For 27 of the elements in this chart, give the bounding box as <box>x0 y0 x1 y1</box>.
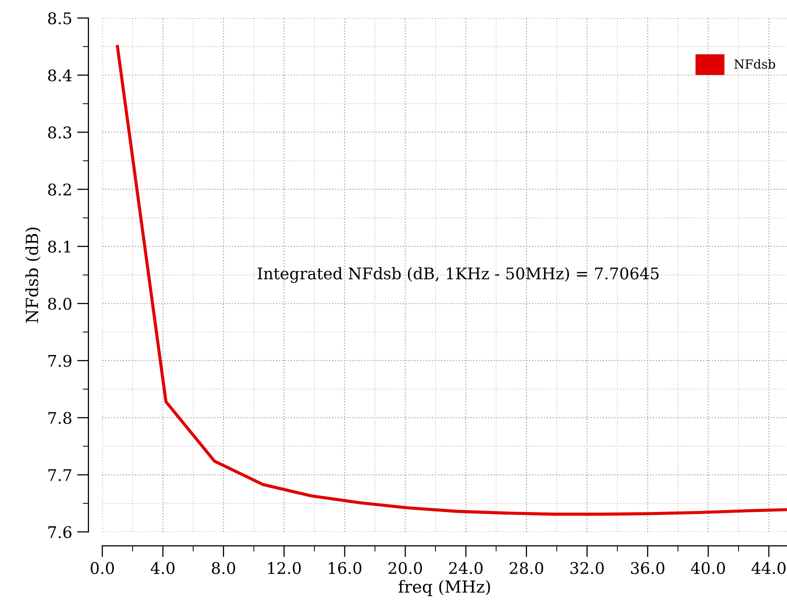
x-tick-label: 36.0 <box>631 562 664 574</box>
x-tick-label: 40.0 <box>690 562 725 574</box>
y-tick-label: 8.4 <box>48 69 72 82</box>
y-tick-label: 7.8 <box>48 412 72 424</box>
annotation: Integrated NFdsb (dB, 1KHz - 50MHz) = 7.70645 <box>258 267 659 283</box>
x-tick-label: 0.0 <box>90 562 114 574</box>
x-tick-label: 12.0 <box>268 562 301 574</box>
y-tick-label: 8.0 <box>48 298 72 310</box>
y-tick-label: 7.9 <box>48 354 72 367</box>
legend-label: NFdsb <box>734 59 776 69</box>
x-tick-label: 4.0 <box>150 562 175 574</box>
x-tick-label: 8.0 <box>212 562 236 574</box>
x-tick-label: 32.0 <box>570 562 604 574</box>
x-tick-label: 20.0 <box>388 562 422 574</box>
y-tick-label: 7.6 <box>48 526 72 538</box>
y-tick-label: 7.7 <box>48 469 72 482</box>
x-tick-label: 28.0 <box>510 562 544 574</box>
line-series <box>116 45 787 516</box>
y-tick-label: 8.2 <box>48 184 71 196</box>
y-tick-label: 8.5 <box>48 12 72 24</box>
x-tick-label: 24.0 <box>449 562 483 574</box>
y-tick-label: 8.3 <box>48 126 72 139</box>
x-tick-label: 16.0 <box>328 562 362 574</box>
x-axis-title: freq (MHz) <box>398 580 490 596</box>
y-axis-title: NFdsb (dB) <box>25 228 41 323</box>
y-tick-label: 8.1 <box>48 240 70 253</box>
x-tick-label: 44.0 <box>752 562 786 574</box>
